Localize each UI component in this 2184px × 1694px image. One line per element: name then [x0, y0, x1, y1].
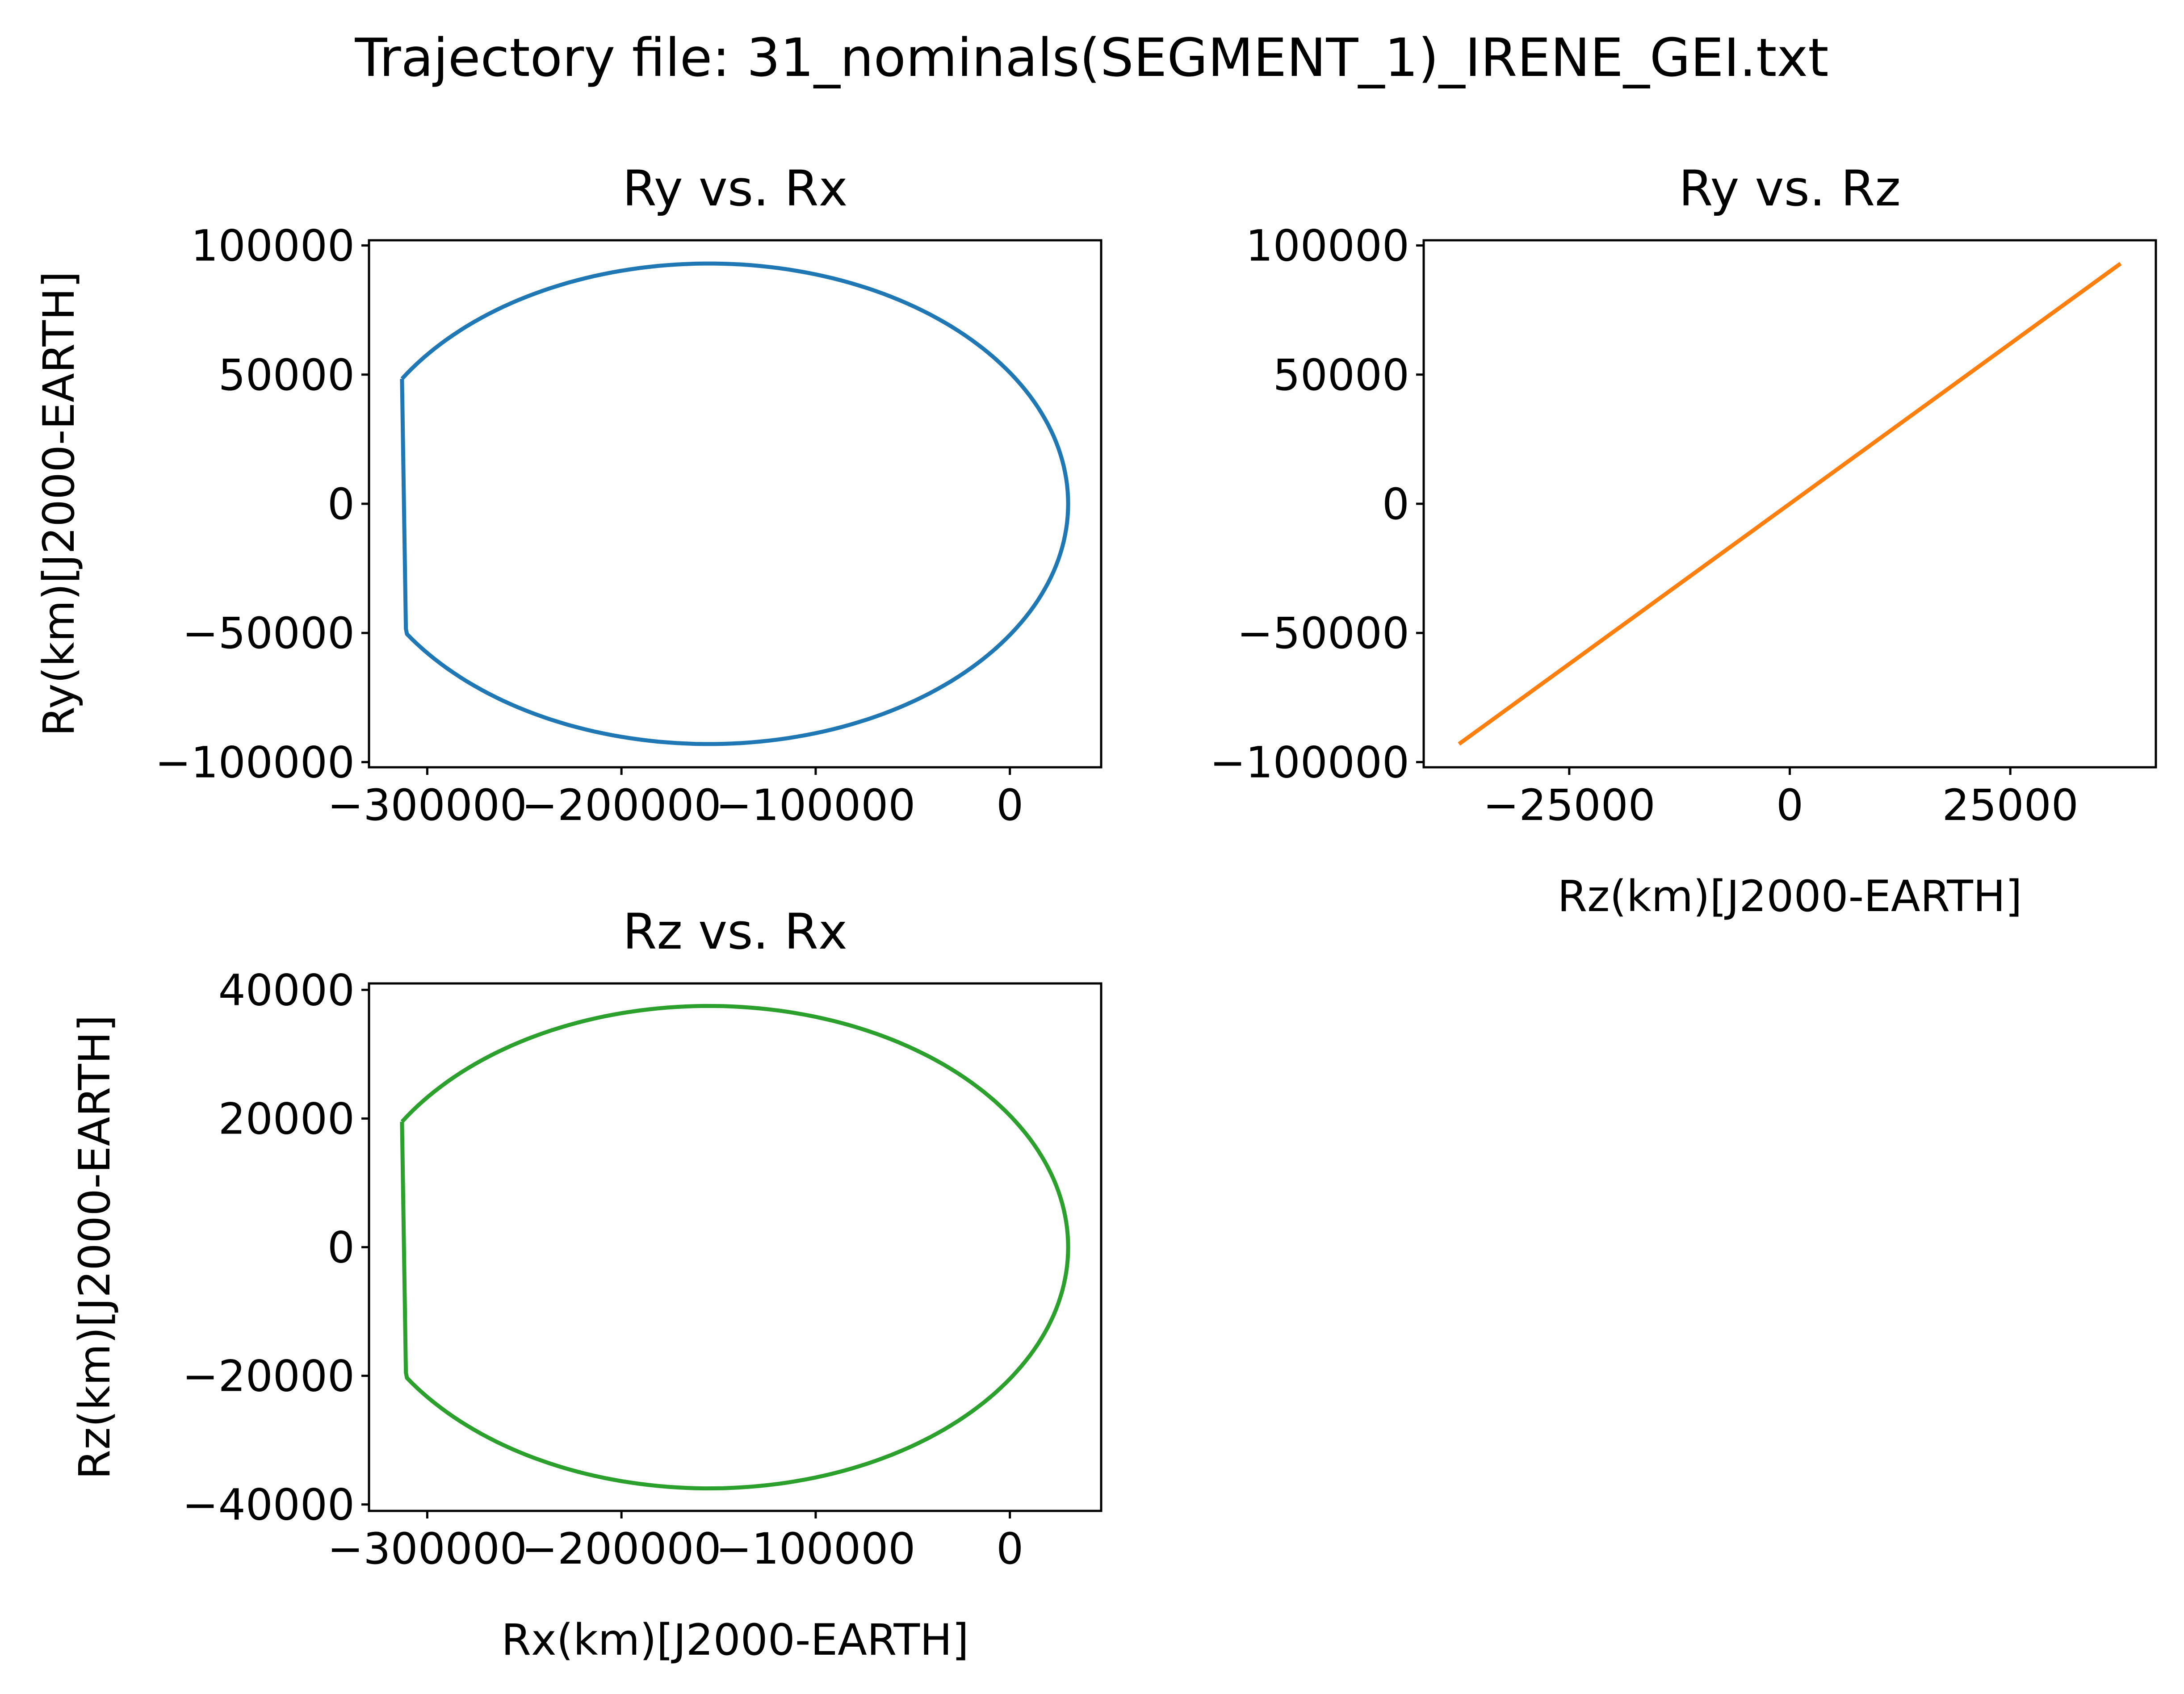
- chart-title: Ry vs. Rz: [1679, 160, 1901, 217]
- y-tick-label: 0: [327, 1223, 355, 1273]
- x-tick-label: −100000: [716, 1524, 915, 1574]
- x-tick-label: 0: [996, 780, 1023, 830]
- series-line: [400, 261, 1070, 746]
- y-tick-label: 40000: [218, 965, 355, 1015]
- y-tick-label: −50000: [1237, 608, 1409, 658]
- y-tick-label: 0: [327, 479, 355, 529]
- x-tick-label: −300000: [327, 1524, 527, 1574]
- x-tick-label: 0: [996, 1524, 1023, 1574]
- x-tick-label: 0: [1776, 780, 1803, 830]
- x-tick-label: −100000: [716, 780, 915, 830]
- chart-ry-vs-rz: Ry vs. Rz Rz(km)[J2000-EARTH] −25000 0 250…: [1210, 160, 2157, 921]
- series-line: [400, 1004, 1070, 1491]
- y-tick-label: 50000: [1273, 350, 1409, 400]
- y-tick-label: −100000: [155, 737, 355, 787]
- y-tick-label: 100000: [1246, 221, 1409, 271]
- y-tick-label: −50000: [182, 608, 355, 658]
- x-tick-label: 25000: [1942, 780, 2078, 830]
- chart-title: Rz vs. Rx: [623, 903, 847, 960]
- x-tick-label: −300000: [327, 780, 527, 830]
- x-tick-label: −200000: [522, 780, 721, 830]
- y-axis-label: Rz(km)[J2000-EARTH]: [70, 1015, 120, 1479]
- x-tick-label: −25000: [1483, 780, 1656, 830]
- y-tick-label: −40000: [182, 1480, 355, 1530]
- x-axis-label: Rz(km)[J2000-EARTH]: [1557, 871, 2022, 921]
- y-tick-label: 50000: [218, 350, 355, 400]
- y-tick-label: 20000: [218, 1094, 355, 1144]
- chart-title: Ry vs. Rx: [622, 160, 847, 217]
- y-tick-label: 0: [1382, 479, 1409, 529]
- y-axis-label: Ry(km)[J2000-EARTH]: [34, 271, 84, 736]
- x-axis-label: Rx(km)[J2000-EARTH]: [501, 1615, 969, 1665]
- figure-title: Trajectory file: 31_nominals(SEGMENT_1)_…: [355, 27, 1829, 88]
- y-tick-label: 100000: [191, 221, 355, 271]
- x-tick-label: −200000: [522, 1524, 721, 1574]
- y-tick-label: −20000: [182, 1351, 355, 1401]
- y-tick-label: −100000: [1210, 737, 1409, 787]
- chart-ry-vs-rx: Ry vs. Rx Ry(km)[J2000-EARTH] −300000−20…: [34, 160, 1102, 830]
- chart-rz-vs-rx: Rz vs. Rx Rx(km)[J2000-EARTH] Rz(km)[J20…: [70, 903, 1102, 1665]
- series-line: [1458, 262, 2122, 746]
